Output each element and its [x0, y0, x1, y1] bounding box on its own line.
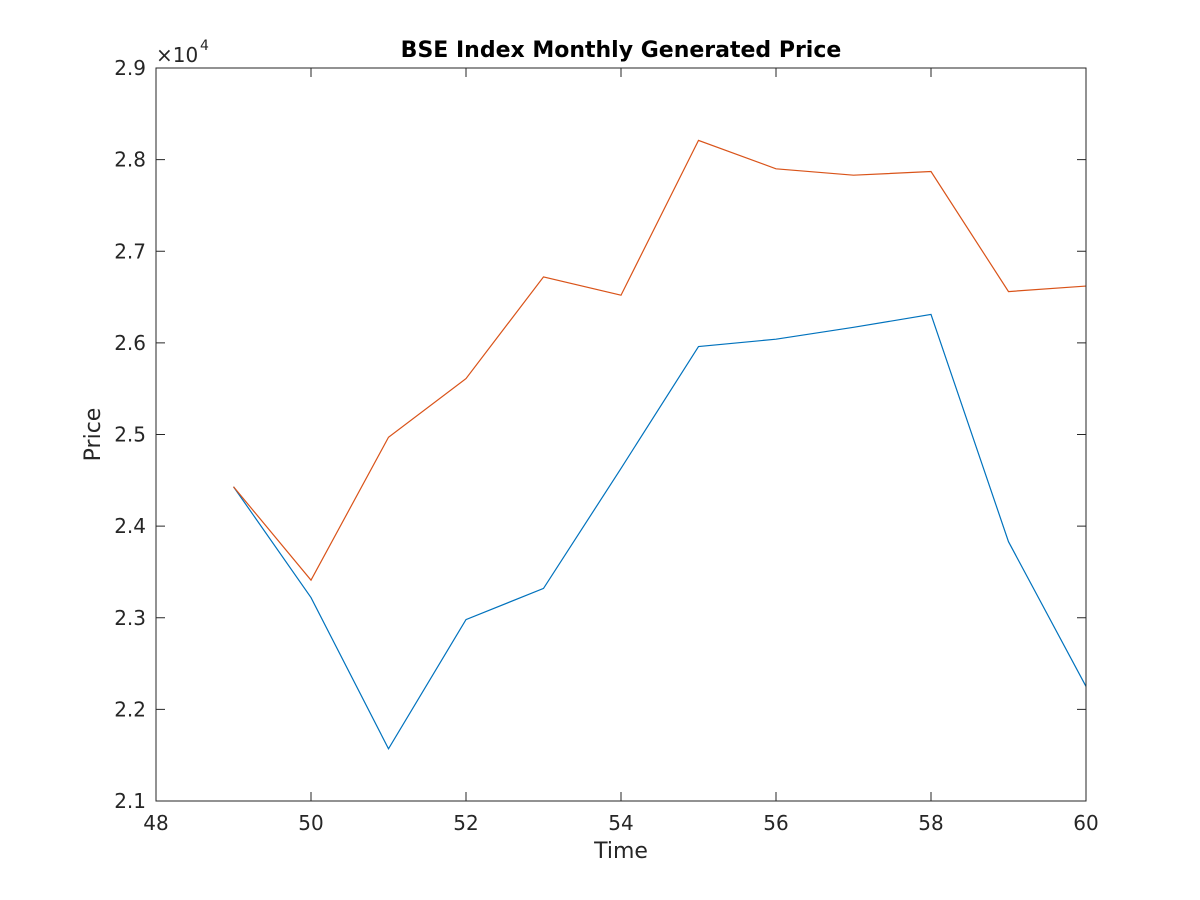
x-tick-label: 60	[1073, 811, 1098, 835]
series-line-1	[233, 313, 1087, 751]
series-layer	[233, 139, 1087, 751]
x-tick-label: 52	[453, 811, 478, 835]
y-axis-ticks: 2.1 2.2 2.3 2.4 2.5 2.6 2.7 2.8 2.9	[114, 56, 1086, 813]
y-tick-label: 2.9	[114, 56, 146, 80]
y-tick-label: 2.4	[114, 514, 146, 538]
y-tick-label: 2.2	[114, 697, 146, 721]
y-tick-label: 2.7	[114, 239, 146, 263]
x-axis-ticks: 48 50 52 54 56 58 60	[143, 68, 1099, 835]
plot-area	[156, 68, 1086, 801]
x-tick-label: 58	[918, 811, 943, 835]
x-tick-label: 48	[143, 811, 168, 835]
y-axis-exponent-base: ×10	[156, 43, 198, 67]
y-tick-label: 2.1	[114, 789, 146, 813]
chart-title: BSE Index Monthly Generated Price	[401, 38, 842, 63]
y-tick-label: 2.8	[114, 148, 146, 172]
y-axis-exponent-power: 4	[200, 38, 209, 54]
x-tick-label: 50	[298, 811, 323, 835]
x-tick-label: 54	[608, 811, 633, 835]
x-axis-label: Time	[593, 839, 648, 864]
series-line-2	[233, 139, 1087, 582]
y-tick-label: 2.3	[114, 606, 146, 630]
y-axis-exponent: ×10 4	[156, 38, 209, 67]
y-axis-label: Price	[81, 408, 106, 462]
plot-frame	[155, 67, 1087, 802]
y-tick-label: 2.5	[114, 423, 146, 447]
y-tick-label: 2.6	[114, 331, 146, 355]
x-tick-label: 56	[763, 811, 788, 835]
